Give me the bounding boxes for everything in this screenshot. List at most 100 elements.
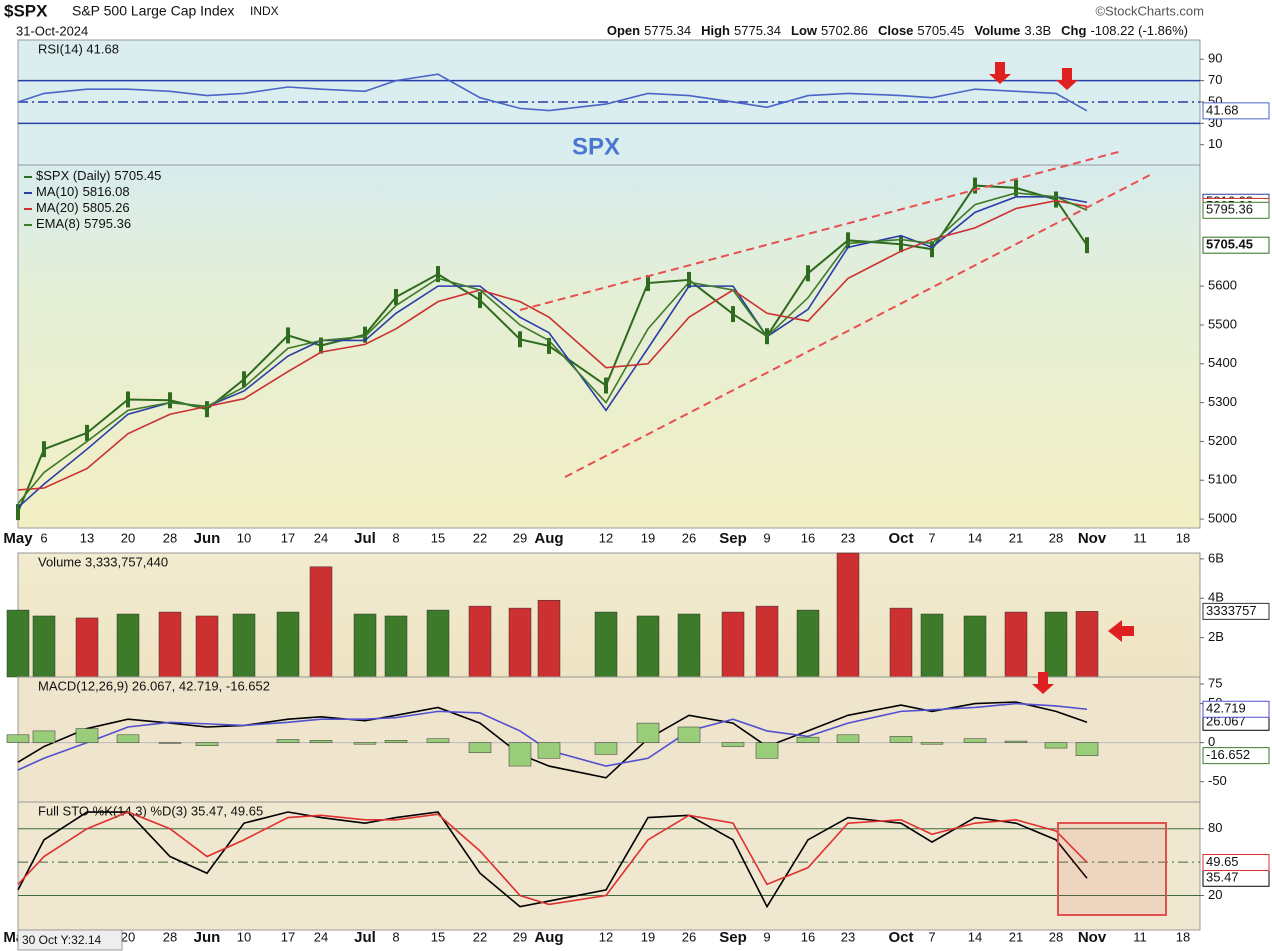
x-tick-label: 21 [1009, 929, 1023, 944]
x-tick-label: Sep [719, 929, 747, 946]
x-tick-label: 11 [1133, 530, 1147, 545]
y-tick-label: 2B [1208, 629, 1224, 644]
bar [276, 739, 300, 743]
bar [508, 607, 532, 678]
highlight-box [1057, 822, 1167, 916]
bar [755, 742, 779, 759]
copyright: ©StockCharts.com [1095, 3, 1204, 18]
bar [677, 726, 701, 743]
date: 31-Oct-2024 [16, 23, 88, 38]
legend-value: 5705.45 [114, 168, 161, 183]
price-bar [1054, 191, 1058, 208]
annotations [519, 62, 1167, 916]
series-line [17, 702, 1088, 771]
bar [636, 722, 660, 743]
x-tick-label: 29 [513, 929, 527, 944]
price-bar [973, 177, 977, 194]
x-tick-label: Jul [354, 929, 376, 946]
x-tick-label: 20 [121, 530, 135, 545]
x-tick-label: 7 [928, 530, 935, 545]
bar [1075, 742, 1099, 756]
bar [195, 615, 219, 678]
price-bar [478, 292, 482, 309]
price-bar [242, 371, 246, 388]
bar [636, 615, 660, 678]
legend: Volume 3,333,757,440 [38, 554, 168, 569]
last-value-box [1202, 102, 1270, 120]
bar [537, 599, 561, 678]
bar [6, 609, 30, 678]
legend-name: $SPX (Daily) [36, 168, 110, 183]
last-value-label: -16.652 [1206, 747, 1250, 762]
bar [1004, 740, 1028, 743]
x-tick-label: 7 [928, 929, 935, 944]
quote-value: -108.22 (-1.86%) [1090, 23, 1188, 38]
price-bar [604, 377, 608, 394]
last-value-box [1202, 747, 1270, 765]
x-tick-label: 28 [1049, 929, 1063, 944]
bar [468, 742, 492, 754]
x-tick-label: 28 [1049, 530, 1063, 545]
legend-entry: MA(20) 5805.26 [36, 200, 130, 215]
y-tick-label: 5000 [1208, 511, 1237, 526]
y-tick-label: 5100 [1208, 472, 1237, 487]
price-bar [394, 289, 398, 305]
price-bar [168, 392, 172, 409]
x-tick-label: 22 [473, 530, 487, 545]
quote-label: Chg [1061, 23, 1086, 38]
price-bar [806, 265, 810, 282]
x-tick-label: Jun [194, 530, 221, 547]
series-line [17, 192, 1088, 505]
x-tick-label: Nov [1078, 530, 1107, 547]
bar [1075, 611, 1099, 678]
x-tick-label: 12 [599, 530, 613, 545]
price-bar [646, 275, 650, 292]
x-tick-label: 10 [237, 929, 251, 944]
x-tick-label: 29 [513, 530, 527, 545]
last-value-box [1202, 236, 1270, 254]
quote-label: Volume [974, 23, 1020, 38]
bar [75, 728, 99, 743]
quote-line: Open 5775.34 High 5775.34 Low 5702.86 Close 570… [607, 23, 1188, 38]
legend-entry: $SPX (Daily) 5705.45 [36, 168, 161, 183]
x-tick-label: 14 [968, 530, 982, 545]
x-tick-label: 9 [763, 929, 770, 944]
bar [1044, 742, 1068, 749]
bar [116, 613, 140, 678]
tooltip-box [17, 929, 123, 951]
bar [508, 742, 532, 767]
legend: MACD(12,26,9) 26.067, 42.719, -16.652 [38, 678, 270, 693]
bar [889, 607, 913, 678]
quote-value: 5775.34 [734, 23, 781, 38]
price-bar [731, 306, 735, 323]
bar [158, 611, 182, 678]
x-tick-label: Aug [534, 929, 563, 946]
x-tick-label: 16 [801, 929, 815, 944]
price-bar [930, 241, 934, 258]
x-tick-label: 19 [641, 929, 655, 944]
bar [6, 734, 30, 743]
symbol: $SPX [4, 1, 48, 20]
bar [889, 736, 913, 743]
x-tick-label: 28 [163, 530, 177, 545]
x-tick-label: 16 [801, 530, 815, 545]
legend-value: 5816.08 [83, 184, 130, 199]
x-tick-label: 18 [1176, 929, 1190, 944]
x-tick-label: 24 [314, 530, 328, 545]
bar [426, 609, 450, 678]
x-tick-label: 26 [682, 530, 696, 545]
bar [1004, 611, 1028, 678]
legend-name: EMA(8) [36, 216, 80, 231]
x-tick-label: 23 [841, 929, 855, 944]
arrow [1056, 68, 1078, 90]
quote-value: 5702.86 [821, 23, 868, 38]
legend-value: 5805.26 [83, 200, 130, 215]
bar [468, 605, 492, 678]
price-bar [518, 331, 522, 348]
y-tick-label: 5600 [1208, 278, 1237, 293]
x-tick-label: 15 [431, 929, 445, 944]
bar [796, 736, 820, 743]
y-tick-label: 5500 [1208, 316, 1237, 331]
